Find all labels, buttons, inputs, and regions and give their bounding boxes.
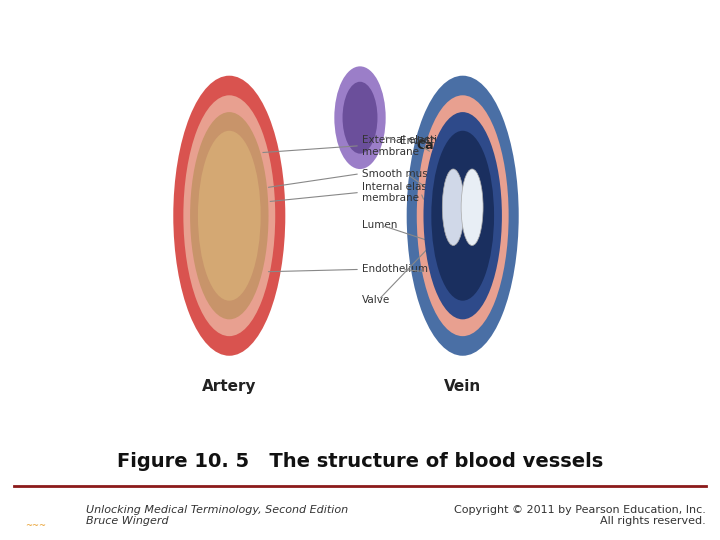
Text: Unlocking Medical Terminology, Second Edition
Bruce Wingerd: Unlocking Medical Terminology, Second Ed…	[86, 505, 348, 526]
Text: PEARSON: PEARSON	[17, 507, 55, 513]
Ellipse shape	[407, 76, 518, 356]
Text: Internal elastic
membrane: Internal elastic membrane	[362, 181, 440, 203]
Ellipse shape	[442, 169, 464, 246]
Text: Endothelium: Endothelium	[400, 136, 466, 146]
Text: Lumen: Lumen	[362, 220, 397, 230]
Text: ~~~: ~~~	[25, 521, 47, 530]
Text: Vein: Vein	[444, 379, 482, 394]
Ellipse shape	[198, 131, 261, 301]
Text: Artery: Artery	[202, 379, 256, 394]
Ellipse shape	[174, 76, 285, 356]
Text: Copyright © 2011 by Pearson Education, Inc.
All rights reserved.: Copyright © 2011 by Pearson Education, I…	[454, 505, 706, 526]
Text: Smooth muscle: Smooth muscle	[362, 168, 444, 179]
Ellipse shape	[190, 112, 269, 319]
Ellipse shape	[461, 169, 483, 246]
Text: External elastic
membrane: External elastic membrane	[362, 135, 443, 157]
Text: Valve: Valve	[362, 295, 390, 305]
Text: Capillary: Capillary	[416, 139, 477, 152]
Text: Endothelium: Endothelium	[362, 265, 428, 274]
Ellipse shape	[343, 82, 377, 154]
Ellipse shape	[184, 95, 275, 336]
Ellipse shape	[431, 131, 494, 301]
Text: Figure 10. 5   The structure of blood vessels: Figure 10. 5 The structure of blood vess…	[117, 452, 603, 471]
Ellipse shape	[417, 95, 508, 336]
Ellipse shape	[334, 66, 386, 169]
Ellipse shape	[423, 112, 502, 319]
